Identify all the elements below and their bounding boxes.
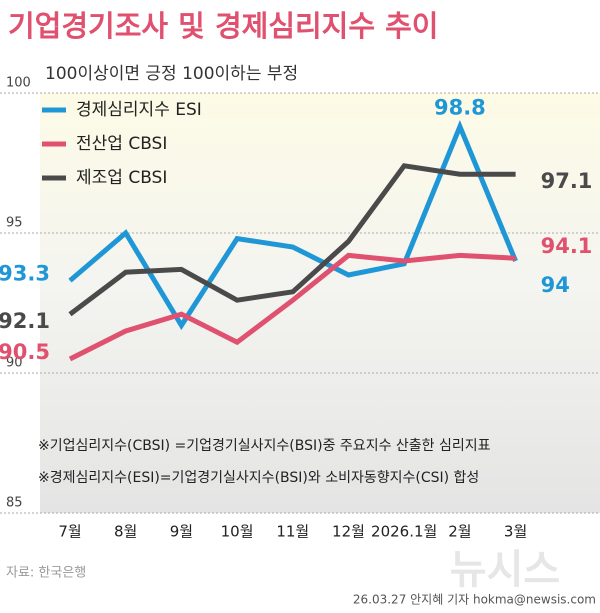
legend-label: 경제심리지수 ESI xyxy=(76,100,202,120)
data-label: 90.5 xyxy=(0,340,50,364)
y-tick-label: 100 xyxy=(6,76,31,91)
data-label: 92.1 xyxy=(0,309,50,333)
x-tick-label: 3월 xyxy=(504,523,527,541)
x-tick-label: 2월 xyxy=(448,523,471,541)
data-label: 94 xyxy=(541,273,570,297)
x-tick-label: 7월 xyxy=(58,523,81,541)
data-label: 97.1 xyxy=(541,169,593,193)
x-tick-label: 8월 xyxy=(114,523,137,541)
chart-title: 기업경기조사 및 경제심리지수 추이 xyxy=(8,9,439,43)
y-tick-label: 90 xyxy=(6,356,23,371)
x-tick-label: 11월 xyxy=(276,523,309,541)
y-tick-label: 95 xyxy=(6,216,23,231)
series-line xyxy=(68,163,516,317)
axis-band xyxy=(40,513,600,553)
x-tick-label: 2026.1월 xyxy=(371,523,437,541)
x-tick-label: 10월 xyxy=(221,523,254,541)
source: 자료: 한국은행 xyxy=(6,565,86,581)
series-line xyxy=(68,252,516,362)
y-tick-label: 85 xyxy=(6,496,23,511)
data-label: 93.3 xyxy=(0,262,50,286)
x-tick-label: 12월 xyxy=(332,523,365,541)
data-label: 94.1 xyxy=(541,234,593,258)
watermark: 뉴시스 xyxy=(450,547,560,593)
subtitle: 100이상이면 긍정 100이하는 부정 xyxy=(45,64,298,84)
note: ※기업심리지수(CBSI) =기업경기실사지수(BSI)중 주요지수 산출한 심… xyxy=(38,438,491,454)
note: ※경제심리지수(ESI)=기업경기실사지수(BSI)와 소비자동향지수(CSI)… xyxy=(38,470,479,486)
data-label: 98.8 xyxy=(434,96,486,120)
x-tick-label: 9월 xyxy=(170,523,193,541)
legend-label: 전산업 CBSI xyxy=(76,134,167,154)
legend-label: 제조업 CBSI xyxy=(76,168,167,188)
credit: 26.03.27 안지혜 기자 hokma@newsis.com xyxy=(353,593,596,607)
plot-background xyxy=(40,93,600,513)
